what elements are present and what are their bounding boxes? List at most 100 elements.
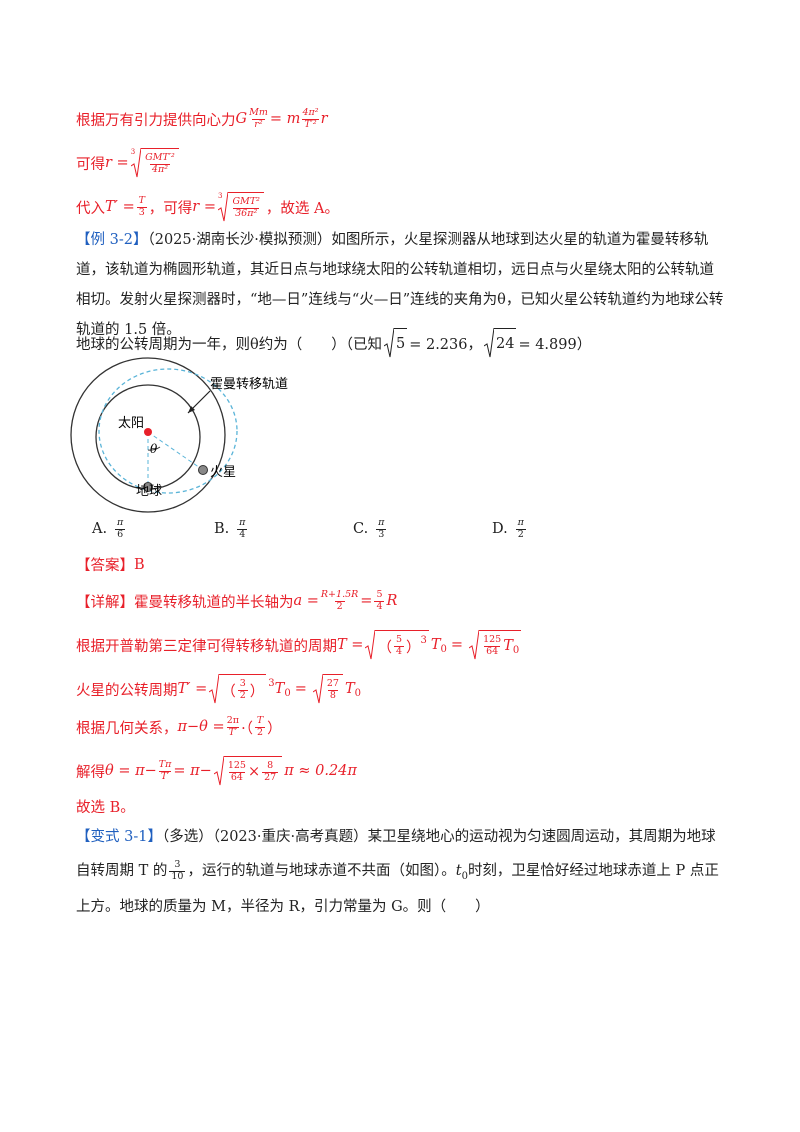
text: 3 (217, 192, 223, 200)
solution-line: 可得 r = 3 GMT′² 4π² (76, 148, 181, 178)
text: 4 (237, 528, 248, 540)
variant-text: 【变式 3-1】（多选）（2023·重庆·高考真题）某卫星绕地心的运动视为匀速圆… (76, 820, 728, 924)
text: 【变式 3-1】 (76, 829, 162, 845)
polyline-shape (213, 756, 224, 786)
example-text: 【例 3-2】（2025·湖南长沙·模拟预测）如图所示，火星探测器从地球到达火星… (76, 225, 728, 345)
text: 【例 3-2】 (76, 232, 148, 248)
text: （多选）（2023·重庆·高考真题）某卫星绕地心的运动视为匀速圆周运动，其周期为… (76, 829, 716, 879)
mars (198, 465, 208, 475)
span-shape: GMT′² 4π² (141, 148, 179, 178)
text: （ (221, 683, 236, 700)
text: 2 (237, 689, 248, 701)
text: ） (405, 639, 421, 656)
text: 【详解】 (76, 594, 134, 611)
text: T′² (302, 118, 319, 130)
text: 24 (494, 328, 517, 358)
transfer-orbit (98, 368, 238, 494)
figure-label: 太阳 (118, 416, 144, 431)
option: A. π 6 (92, 517, 127, 541)
text: 3 (268, 677, 275, 689)
span-shape: 125 64 × 8 27 (223, 756, 283, 786)
text: B. (214, 521, 230, 538)
text: π−θ = (177, 719, 225, 736)
text: 125 (227, 759, 246, 771)
text: 3 (136, 206, 147, 218)
text: 3 (174, 858, 181, 870)
sun (144, 428, 152, 436)
text: 时刻，卫星恰好经过地球赤道上 P 点正上方。地球的质量为 M，半径为 R，引力常… (76, 863, 719, 915)
span-shape: （3 2） (219, 674, 267, 704)
text: A. (92, 521, 108, 538)
text: 10 (169, 870, 186, 882)
text: 根据开普勒第三定律可得转移轨道的周期 (76, 638, 337, 655)
span-shape: GMT² 36π² (228, 192, 264, 222)
text: 4 (374, 600, 385, 612)
text: ，故选 A。 (265, 200, 340, 217)
text: 2π (226, 715, 240, 726)
text: R+1.5R (320, 589, 359, 600)
text: 火星的公转周期 (76, 682, 178, 699)
span-shape: 2π T′ (226, 715, 240, 739)
radical (469, 630, 480, 660)
text: ） (267, 720, 282, 737)
text: π (116, 517, 124, 528)
text: = 2.236， (409, 336, 482, 353)
radical (213, 756, 224, 786)
text: = (294, 681, 307, 697)
text: R (386, 593, 398, 610)
text: = (360, 593, 373, 610)
radical (383, 328, 394, 358)
text: 根据万有引力提供向心力 (76, 112, 236, 129)
polyline-shape (484, 328, 494, 358)
option: D. π 2 (492, 517, 528, 541)
text: 2 (515, 528, 526, 540)
text: GMT² (232, 195, 260, 207)
text: = (450, 637, 464, 653)
text: 解得 (76, 764, 105, 781)
radical (312, 674, 323, 704)
text: 可得 (76, 156, 105, 173)
span-shape: （5 4） 3 (375, 630, 429, 660)
span-shape: 125 64 (227, 759, 246, 784)
answer: 【答案】 B (76, 554, 145, 575)
text: T′ = (177, 681, 208, 697)
text: 27 (262, 771, 279, 783)
text: r = (192, 199, 216, 215)
text: C. (353, 521, 369, 538)
span-shape: 27 8 (322, 674, 343, 704)
span-shape: Mm r² (249, 107, 268, 131)
text: 0 (440, 643, 447, 655)
polyline-shape (218, 192, 229, 222)
text: T′ (226, 726, 240, 738)
text: 36π² (233, 207, 260, 219)
text: D. (492, 521, 508, 538)
span-shape: （5 4） 3 (365, 630, 429, 660)
radical (131, 148, 142, 178)
text: T (503, 638, 513, 654)
text: 5 (393, 328, 408, 358)
text: r = (105, 155, 129, 171)
text: π (239, 517, 246, 528)
text: 地球的公转周期为一年，则θ约为（ ）（已知 (76, 336, 382, 353)
text: π (517, 517, 524, 528)
span-shape: 4π² T′² (302, 107, 319, 131)
text: 代入 (76, 200, 105, 217)
text: （2025·湖南长沙·模拟预测）如图所示，火星探测器从地球到达火星的轨道为霍曼转… (76, 232, 724, 338)
text: 3 (239, 677, 246, 689)
text: π (378, 517, 385, 528)
figure-label: θ (150, 442, 158, 456)
text: 0 (461, 871, 468, 882)
arrow-head (188, 406, 195, 413)
option: C. π 3 (353, 517, 388, 541)
text: T (138, 194, 145, 206)
text: T (256, 715, 264, 726)
text: 64 (228, 771, 245, 783)
solution-line: 根据万有引力提供向心力 G Mm r² = m 4π² T′² r (76, 107, 328, 131)
text: 根据几何关系， (76, 720, 178, 737)
figure-label: 地球 (136, 484, 162, 499)
